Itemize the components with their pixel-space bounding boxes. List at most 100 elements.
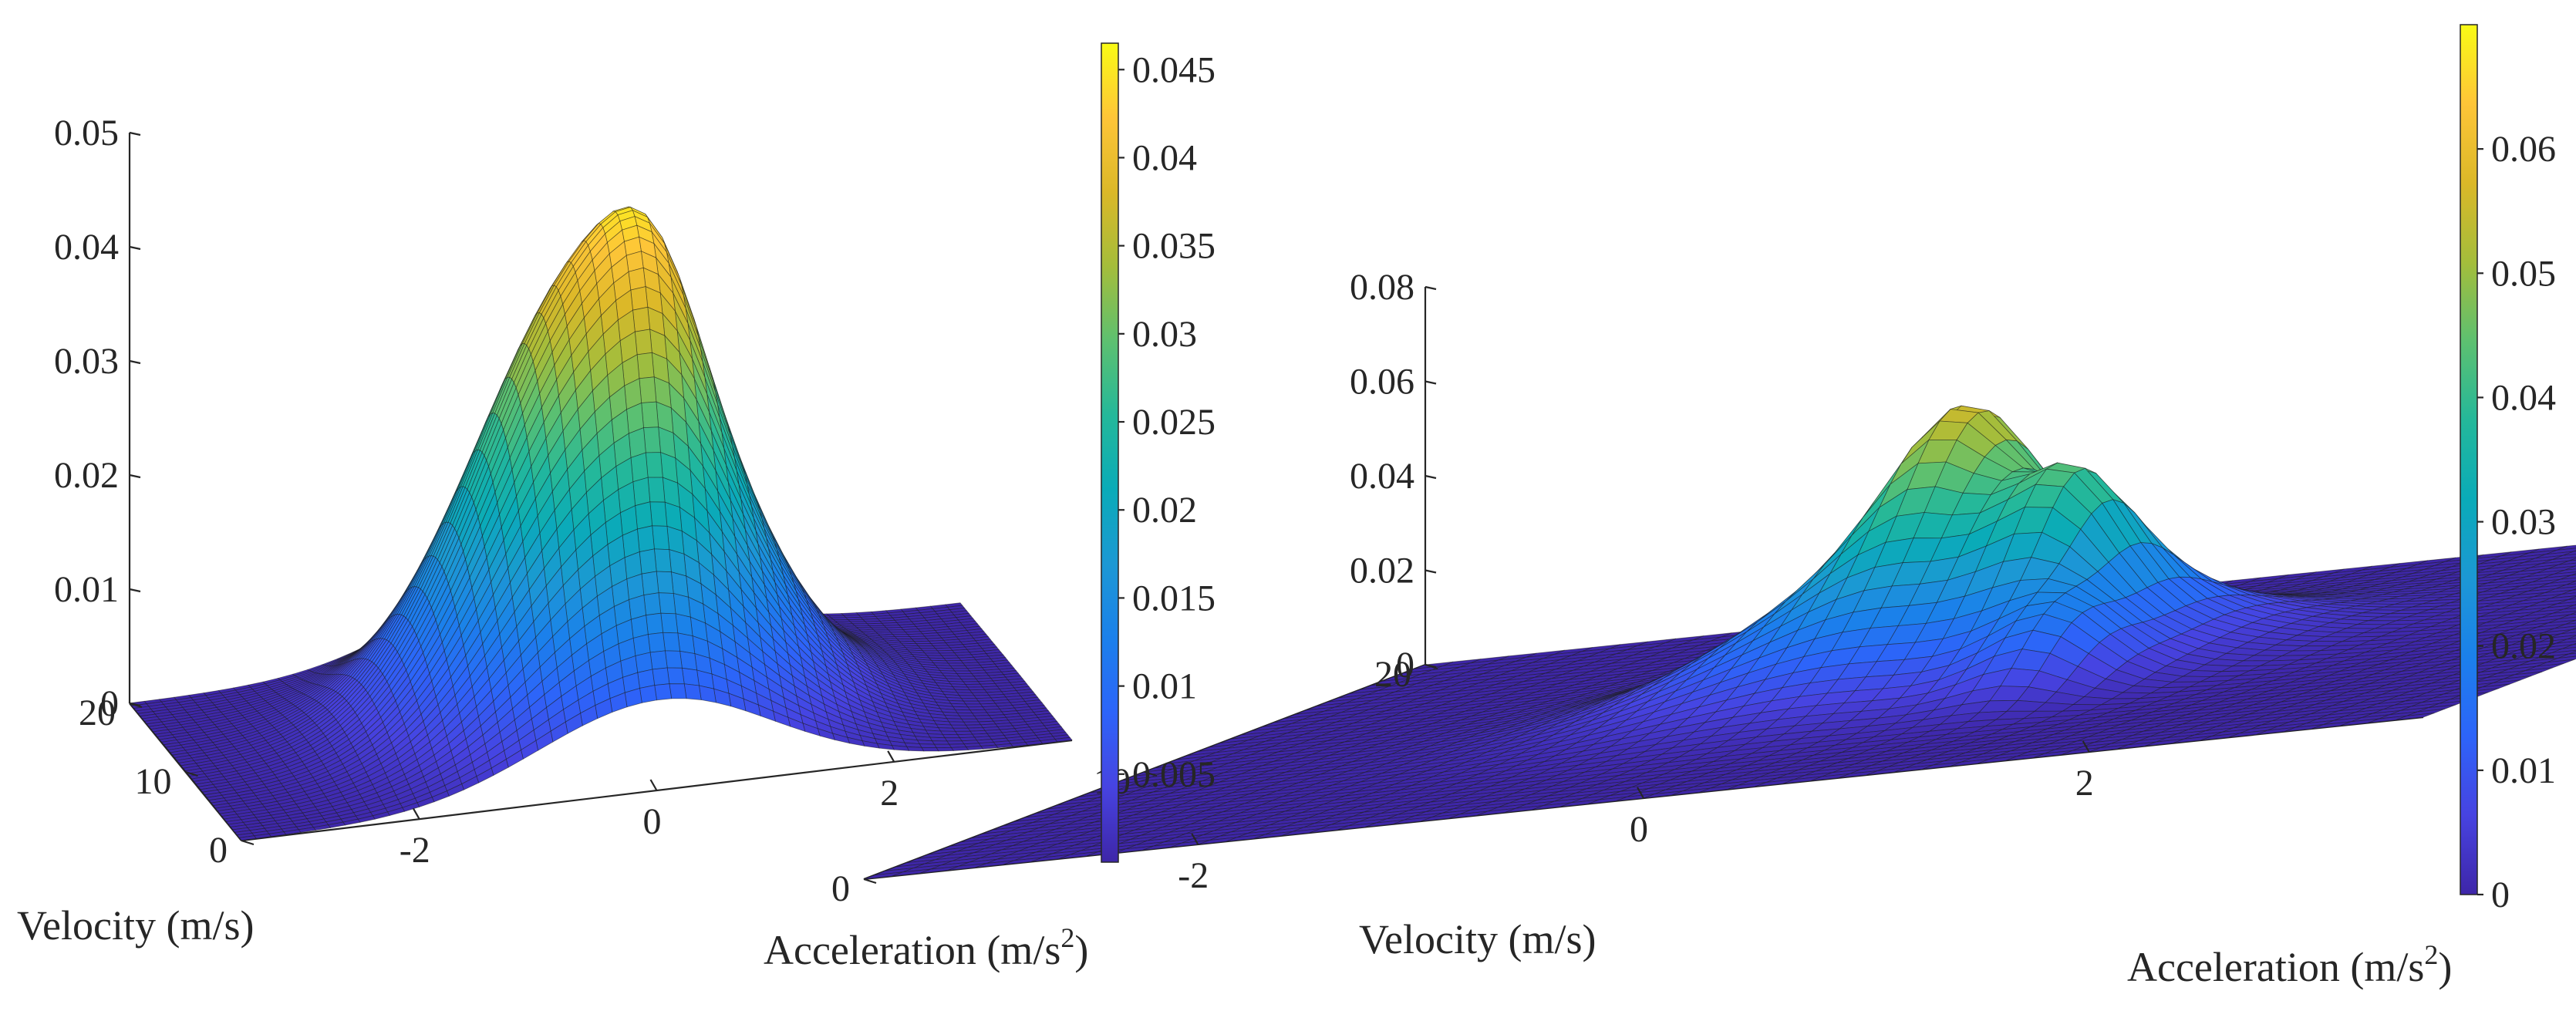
surface-facet bbox=[637, 669, 656, 689]
surface-facet bbox=[950, 746, 969, 751]
y-tick-label: 10 bbox=[135, 761, 172, 802]
left-x-axis-label: Acceleration (m/s2) bbox=[764, 922, 1088, 973]
surface-facet bbox=[956, 712, 975, 716]
surface-facet bbox=[643, 426, 661, 453]
surface-facet bbox=[647, 632, 666, 653]
z-tick-label: 0.03 bbox=[54, 341, 119, 382]
surface-facet bbox=[906, 746, 925, 752]
x-tick-mark bbox=[649, 779, 658, 791]
surface-facet bbox=[641, 401, 659, 429]
surface-facet bbox=[980, 744, 999, 750]
left-y-axis-label: Velocity (m/s) bbox=[17, 902, 254, 949]
surface-facet bbox=[635, 652, 653, 673]
z-tick-mark bbox=[129, 131, 141, 136]
surface-facet bbox=[660, 612, 679, 634]
surface-facet bbox=[652, 525, 670, 551]
z-tick-mark bbox=[129, 588, 141, 593]
left-surface bbox=[129, 206, 1073, 841]
surface-facet bbox=[639, 376, 657, 403]
surface-facet bbox=[939, 730, 959, 736]
surface-facet bbox=[654, 683, 673, 701]
surface-facet bbox=[675, 613, 693, 637]
surface-facet bbox=[639, 685, 657, 703]
y-tick-label: 20 bbox=[79, 693, 116, 733]
surface-facet bbox=[944, 737, 963, 742]
surface-facet bbox=[948, 721, 967, 726]
z-tick-mark bbox=[129, 245, 141, 251]
z-tick-label: 0.04 bbox=[54, 227, 119, 268]
y-tick-mark bbox=[241, 839, 255, 846]
surface-facet bbox=[681, 667, 700, 686]
left-x-axis-label-superscript: 2 bbox=[1060, 922, 1074, 953]
surface-facet bbox=[931, 740, 950, 745]
surface-facet bbox=[669, 683, 687, 699]
surface-facet bbox=[673, 592, 691, 618]
surface-facet bbox=[960, 697, 979, 702]
surface-facet bbox=[953, 727, 971, 732]
surface-facet bbox=[634, 329, 652, 356]
surface-facet bbox=[679, 650, 698, 671]
surface-facet bbox=[965, 746, 984, 750]
surface-facet bbox=[677, 632, 696, 655]
surface-facet bbox=[919, 743, 937, 749]
z-tick-mark bbox=[129, 473, 141, 479]
surface-facet bbox=[959, 715, 977, 719]
surface-facet bbox=[649, 650, 668, 670]
surface-facet bbox=[636, 525, 655, 553]
z-tick-mark bbox=[129, 359, 141, 365]
surface-facet bbox=[963, 700, 981, 705]
z-tick-label: 0.02 bbox=[54, 455, 119, 496]
x-tick-label: -2 bbox=[400, 830, 430, 871]
surface-facet bbox=[636, 352, 655, 379]
surface-facet bbox=[921, 746, 939, 752]
surface-facet bbox=[953, 670, 973, 674]
surface-facet bbox=[936, 746, 954, 752]
surface-facet bbox=[646, 612, 664, 635]
surface-facet bbox=[868, 625, 888, 629]
surface-facet bbox=[942, 733, 960, 739]
surface-facet bbox=[628, 427, 646, 459]
surface-facet bbox=[635, 501, 653, 530]
surface-facet bbox=[630, 452, 649, 483]
surface-facet bbox=[892, 634, 911, 637]
surface-facet bbox=[933, 743, 953, 749]
surface-facet bbox=[663, 632, 681, 652]
surface-facet bbox=[656, 571, 674, 594]
surface-facet bbox=[649, 501, 668, 527]
surface-facet bbox=[639, 548, 657, 575]
surface-facet bbox=[956, 692, 975, 696]
surface-facet bbox=[952, 668, 970, 672]
surface-facet bbox=[929, 736, 948, 742]
surface-facet bbox=[954, 709, 973, 713]
surface-facet bbox=[628, 267, 646, 291]
z-tick-label: 0.05 bbox=[54, 113, 119, 153]
x-tick-mark bbox=[412, 807, 420, 820]
surface-facet bbox=[828, 615, 847, 618]
surface-facet bbox=[965, 703, 983, 708]
surface-facet bbox=[643, 592, 662, 616]
x-tick-label: 0 bbox=[643, 801, 662, 842]
surface-facet bbox=[645, 452, 663, 478]
surface-facet bbox=[647, 477, 666, 503]
surface-facet bbox=[632, 306, 651, 332]
surface-facet bbox=[917, 645, 936, 649]
surface-facet bbox=[950, 724, 969, 729]
surface-facet bbox=[653, 548, 672, 573]
surface-facet bbox=[664, 650, 683, 669]
surface-facet bbox=[641, 571, 659, 596]
y-tick-label: 0 bbox=[209, 830, 228, 871]
x-tick-label: 2 bbox=[880, 773, 899, 814]
surface-facet bbox=[683, 683, 702, 700]
surface-facet bbox=[632, 477, 651, 507]
surface-facet bbox=[630, 286, 649, 311]
surface-facet bbox=[652, 667, 670, 686]
left-z-tick-labels: 00.010.020.030.040.05 bbox=[54, 113, 141, 724]
right-surface bbox=[863, 405, 2576, 880]
surface-facet bbox=[658, 592, 676, 615]
surface-facet bbox=[632, 634, 651, 656]
x-tick-mark bbox=[887, 750, 895, 763]
z-tick-label: 0.01 bbox=[54, 569, 119, 610]
